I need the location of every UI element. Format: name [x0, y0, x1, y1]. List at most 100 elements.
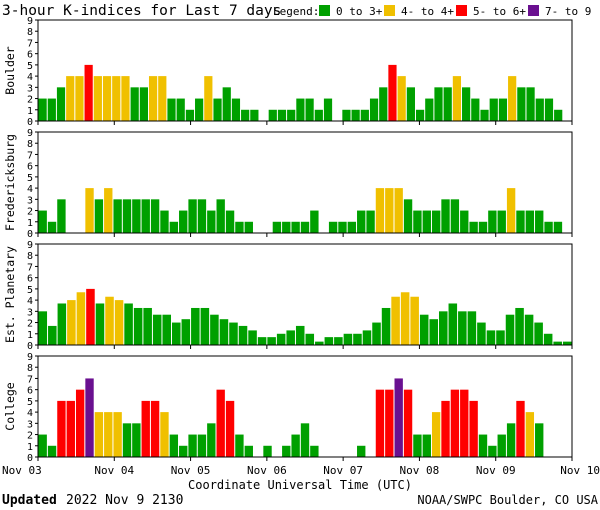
k-bar	[413, 434, 422, 457]
panel-frame	[37, 19, 573, 122]
k-bar	[76, 292, 86, 345]
k-bar	[441, 199, 450, 233]
k-bar	[291, 434, 300, 457]
legend-swatch-yellow	[384, 5, 395, 16]
k-bar	[357, 445, 366, 457]
y-tick-label: 6	[27, 50, 33, 61]
k-bar	[185, 109, 195, 121]
k-bar	[295, 325, 305, 345]
k-bar	[47, 445, 57, 457]
legend: Legend: 0 to 3+ 4- to 4+ 5- to 6+ 7- to …	[273, 5, 591, 18]
y-tick-label: 3	[27, 83, 33, 94]
k-bar	[324, 337, 334, 345]
y-tick-label: 8	[27, 251, 33, 262]
k-bar	[506, 188, 516, 233]
k-bar	[310, 210, 319, 233]
k-bar	[434, 87, 443, 121]
k-bar	[351, 109, 360, 121]
k-bar	[366, 210, 375, 233]
y-tick-label: 1	[27, 218, 33, 229]
k-bar	[66, 400, 75, 457]
k-bar	[379, 87, 388, 121]
k-bar	[497, 210, 506, 233]
k-bar	[132, 199, 141, 233]
k-bar	[488, 445, 497, 457]
k-bar	[458, 311, 467, 345]
k-bar	[219, 319, 229, 345]
k-bar	[360, 109, 369, 121]
k-bar	[150, 199, 160, 233]
footer: Updated 2022 Nov 9 2130 NOAA/SWPC Boulde…	[2, 493, 599, 508]
k-bar	[450, 199, 460, 233]
k-bar	[291, 221, 300, 233]
k-bar	[248, 330, 257, 345]
k-bar	[66, 76, 75, 121]
k-bar	[179, 210, 188, 233]
y-tick-label: 6	[27, 386, 33, 397]
k-bar	[553, 221, 563, 233]
x-tick-label: Nov 08	[400, 464, 440, 477]
k-bar	[431, 210, 441, 233]
k-bar	[207, 423, 216, 457]
k-bar	[415, 109, 425, 121]
k-bar	[286, 330, 295, 345]
k-bar	[314, 109, 323, 121]
k-bar	[102, 76, 112, 121]
y-tick-label: 9	[27, 128, 33, 139]
k-bar	[229, 322, 238, 345]
k-bar	[554, 109, 563, 121]
k-bar	[328, 221, 338, 233]
panel-frame	[37, 355, 573, 458]
k-bar	[385, 389, 394, 457]
k-bar	[191, 307, 200, 345]
x-tick-label: Nov 06	[247, 464, 287, 477]
y-tick-label: 0	[27, 341, 33, 352]
k-bar	[148, 76, 158, 121]
k-bar	[517, 87, 526, 121]
k-bar	[489, 98, 498, 121]
legend-swatch-red	[456, 5, 467, 16]
k-bar	[534, 322, 543, 345]
k-bar	[276, 333, 286, 345]
k-bar	[179, 445, 188, 457]
k-bar	[296, 98, 305, 121]
k-bar	[94, 412, 104, 457]
k-bar	[486, 330, 496, 345]
k-bar	[497, 434, 506, 457]
k-bar	[343, 333, 353, 345]
k-bar	[207, 210, 216, 233]
k-bar	[394, 378, 403, 457]
y-tick-label: 9	[27, 240, 33, 251]
k-bar	[225, 210, 235, 233]
k-bar	[419, 314, 429, 345]
k-bar	[403, 199, 413, 233]
y-tick-label: 2	[27, 319, 33, 330]
k-bar	[524, 314, 534, 345]
y-axis-label: Boulder	[3, 46, 17, 95]
y-axis-label: College	[3, 382, 17, 431]
k-bar	[160, 412, 169, 457]
k-bar	[462, 87, 471, 121]
k-bar	[204, 76, 213, 121]
k-bar	[334, 337, 343, 345]
y-tick-label: 0	[27, 117, 33, 128]
k-bar	[305, 98, 314, 121]
k-bar	[130, 87, 139, 121]
y-tick-label: 4	[27, 184, 33, 195]
k-bar	[543, 333, 553, 345]
k-bar	[48, 325, 57, 345]
legend-swatch-purple	[528, 5, 539, 16]
k-bar	[362, 330, 372, 345]
k-bar	[257, 337, 267, 345]
y-tick-label: 2	[27, 431, 33, 442]
legend-item-green: 0 to 3+	[336, 5, 383, 18]
y-tick-label: 7	[27, 262, 33, 273]
k-bar	[152, 314, 162, 345]
k-bar	[277, 109, 287, 121]
k-bar	[381, 307, 391, 345]
chart-title: 3-hour K-indices for Last 7 days	[2, 3, 281, 19]
k-bar	[200, 307, 210, 345]
y-tick-label: 3	[27, 195, 33, 206]
